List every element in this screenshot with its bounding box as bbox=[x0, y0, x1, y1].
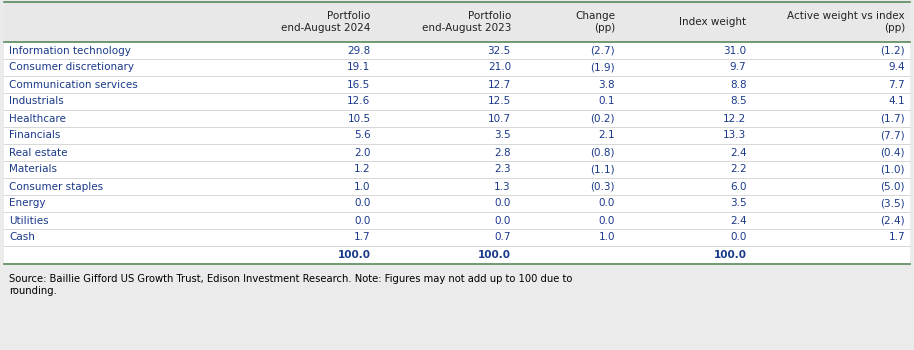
Text: 2.4: 2.4 bbox=[729, 216, 747, 225]
Text: 31.0: 31.0 bbox=[723, 46, 747, 56]
Text: (5.0): (5.0) bbox=[880, 182, 905, 191]
Text: 13.3: 13.3 bbox=[723, 131, 747, 140]
Text: 0.0: 0.0 bbox=[599, 198, 615, 209]
Bar bbox=[4, 42, 910, 264]
Text: 2.4: 2.4 bbox=[729, 147, 747, 158]
Text: Financials: Financials bbox=[9, 131, 60, 140]
Text: 100.0: 100.0 bbox=[478, 250, 511, 260]
Text: (1.2): (1.2) bbox=[880, 46, 905, 56]
Text: Real estate: Real estate bbox=[9, 147, 68, 158]
Text: 100.0: 100.0 bbox=[337, 250, 370, 260]
Text: Industrials: Industrials bbox=[9, 97, 64, 106]
Text: 7.7: 7.7 bbox=[888, 79, 905, 90]
Text: Cash: Cash bbox=[9, 232, 35, 243]
Text: (1.7): (1.7) bbox=[880, 113, 905, 124]
Text: (0.3): (0.3) bbox=[590, 182, 615, 191]
Text: Index weight: Index weight bbox=[679, 17, 747, 27]
Text: 5.6: 5.6 bbox=[354, 131, 370, 140]
Text: (1.0): (1.0) bbox=[880, 164, 905, 175]
Text: 1.3: 1.3 bbox=[494, 182, 511, 191]
Text: 6.0: 6.0 bbox=[730, 182, 747, 191]
Text: 8.8: 8.8 bbox=[729, 79, 747, 90]
Text: (1.1): (1.1) bbox=[590, 164, 615, 175]
Text: 10.5: 10.5 bbox=[347, 113, 370, 124]
Text: 10.7: 10.7 bbox=[488, 113, 511, 124]
Text: Healthcare: Healthcare bbox=[9, 113, 66, 124]
Text: 12.7: 12.7 bbox=[488, 79, 511, 90]
Text: 0.0: 0.0 bbox=[599, 216, 615, 225]
Text: 0.0: 0.0 bbox=[494, 216, 511, 225]
Text: (0.8): (0.8) bbox=[590, 147, 615, 158]
Text: 19.1: 19.1 bbox=[347, 63, 370, 72]
Text: 2.3: 2.3 bbox=[494, 164, 511, 175]
Text: Utilities: Utilities bbox=[9, 216, 48, 225]
Text: Source: Baillie Gifford US Growth Trust, Edison Investment Research. Note: Figur: Source: Baillie Gifford US Growth Trust,… bbox=[9, 274, 572, 296]
Text: 2.8: 2.8 bbox=[494, 147, 511, 158]
Text: 1.0: 1.0 bbox=[599, 232, 615, 243]
Text: 0.7: 0.7 bbox=[494, 232, 511, 243]
Text: Energy: Energy bbox=[9, 198, 46, 209]
Text: 0.0: 0.0 bbox=[354, 216, 370, 225]
Text: (2.7): (2.7) bbox=[590, 46, 615, 56]
Text: 0.0: 0.0 bbox=[354, 198, 370, 209]
Text: 4.1: 4.1 bbox=[888, 97, 905, 106]
Text: 12.6: 12.6 bbox=[347, 97, 370, 106]
Text: (0.4): (0.4) bbox=[880, 147, 905, 158]
Text: 29.8: 29.8 bbox=[347, 46, 370, 56]
Text: 1.0: 1.0 bbox=[354, 182, 370, 191]
Text: Portfolio
end-August 2024: Portfolio end-August 2024 bbox=[282, 11, 370, 33]
Text: (2.4): (2.4) bbox=[880, 216, 905, 225]
Text: 0.0: 0.0 bbox=[494, 198, 511, 209]
Text: (7.7): (7.7) bbox=[880, 131, 905, 140]
Text: 2.2: 2.2 bbox=[729, 164, 747, 175]
Text: Change
(pp): Change (pp) bbox=[575, 11, 615, 33]
Text: Active weight vs index
(pp): Active weight vs index (pp) bbox=[787, 11, 905, 33]
Text: 2.0: 2.0 bbox=[354, 147, 370, 158]
Text: 100.0: 100.0 bbox=[714, 250, 747, 260]
Text: (0.2): (0.2) bbox=[590, 113, 615, 124]
Text: Information technology: Information technology bbox=[9, 46, 131, 56]
Text: Portfolio
end-August 2023: Portfolio end-August 2023 bbox=[421, 11, 511, 33]
Text: 1.7: 1.7 bbox=[354, 232, 370, 243]
Bar bbox=[4, 2, 910, 42]
Text: 12.2: 12.2 bbox=[723, 113, 747, 124]
Bar bbox=[4, 268, 910, 324]
Text: Consumer staples: Consumer staples bbox=[9, 182, 103, 191]
Text: 21.0: 21.0 bbox=[488, 63, 511, 72]
Text: Materials: Materials bbox=[9, 164, 57, 175]
Text: 3.5: 3.5 bbox=[729, 198, 747, 209]
Text: 9.7: 9.7 bbox=[729, 63, 747, 72]
Text: 3.8: 3.8 bbox=[599, 79, 615, 90]
Text: 8.5: 8.5 bbox=[729, 97, 747, 106]
Text: 12.5: 12.5 bbox=[488, 97, 511, 106]
Text: Communication services: Communication services bbox=[9, 79, 138, 90]
Text: 16.5: 16.5 bbox=[347, 79, 370, 90]
Text: (3.5): (3.5) bbox=[880, 198, 905, 209]
Text: (1.9): (1.9) bbox=[590, 63, 615, 72]
Text: 0.1: 0.1 bbox=[599, 97, 615, 106]
Text: 3.5: 3.5 bbox=[494, 131, 511, 140]
Text: 9.4: 9.4 bbox=[888, 63, 905, 72]
Text: 32.5: 32.5 bbox=[488, 46, 511, 56]
Text: 0.0: 0.0 bbox=[730, 232, 747, 243]
Text: 1.7: 1.7 bbox=[888, 232, 905, 243]
Text: Consumer discretionary: Consumer discretionary bbox=[9, 63, 134, 72]
Text: 1.2: 1.2 bbox=[354, 164, 370, 175]
Text: 2.1: 2.1 bbox=[599, 131, 615, 140]
